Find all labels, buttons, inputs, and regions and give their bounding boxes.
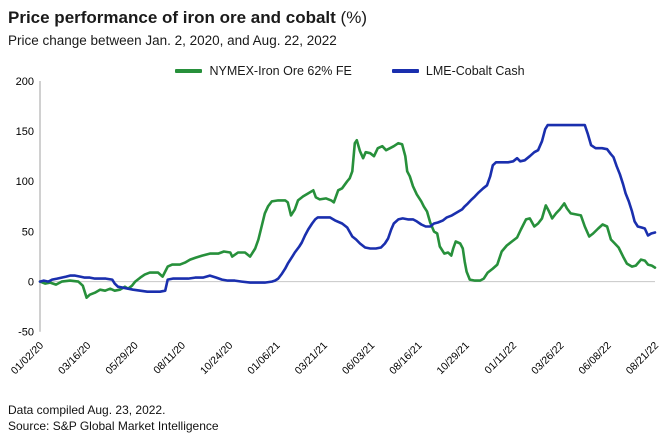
x-tick-label: 08/11/20 [151, 340, 188, 377]
x-tick-label: 10/29/21 [435, 340, 472, 377]
x-tick-label: 08/21/22 [624, 340, 660, 377]
x-tick-label: 08/16/21 [387, 340, 424, 377]
legend-label-iron-ore: NYMEX-Iron Ore 62% FE [209, 64, 352, 78]
data-compiled-note: Data compiled Aug. 23, 2022. [8, 403, 166, 417]
y-tick-label: -50 [18, 327, 34, 339]
chart-footer: Data compiled Aug. 23, 2022. Source: S&P… [8, 402, 219, 434]
chart-subtitle: Price change between Jan. 2, 2020, and A… [8, 33, 337, 48]
legend-label-cobalt: LME-Cobalt Cash [425, 64, 525, 78]
x-tick-label: 10/24/20 [198, 340, 235, 377]
y-tick-label: 200 [16, 76, 34, 88]
x-tick-label: 01/06/21 [245, 340, 282, 377]
x-tick-label: 06/03/21 [340, 340, 377, 377]
chart-title-main: Price performance of iron ore and cobalt [8, 8, 336, 27]
iron-ore-line-swatch-icon [175, 69, 203, 73]
legend: NYMEX-Iron Ore 62% FE LME-Cobalt Cash [40, 62, 660, 80]
legend-item-iron-ore: NYMEX-Iron Ore 62% FE [175, 64, 352, 78]
x-tick-label: 03/21/21 [293, 340, 330, 377]
x-tick-label: 01/11/22 [482, 340, 519, 377]
x-tick-label: 06/08/22 [576, 340, 613, 377]
y-tick-label: 0 [28, 276, 34, 288]
y-tick-label: 150 [16, 126, 34, 138]
cobalt-line-swatch-icon [391, 69, 419, 73]
x-tick-label: 03/16/20 [56, 340, 93, 377]
series-line-iron-ore [38, 138, 657, 300]
source-note: Source: S&P Global Market Intelligence [8, 419, 219, 433]
x-tick-label: 05/29/20 [103, 340, 140, 377]
x-tick-label: 01/02/20 [9, 340, 46, 377]
chart-title: Price performance of iron ore and cobalt… [8, 7, 367, 29]
x-tick-label: 03/26/22 [529, 340, 566, 377]
y-tick-label: 100 [16, 176, 34, 188]
y-tick-label: 50 [22, 226, 34, 238]
legend-item-cobalt: LME-Cobalt Cash [391, 64, 525, 78]
series-line-cobalt [38, 123, 657, 294]
chart-title-unit: (%) [335, 8, 367, 27]
